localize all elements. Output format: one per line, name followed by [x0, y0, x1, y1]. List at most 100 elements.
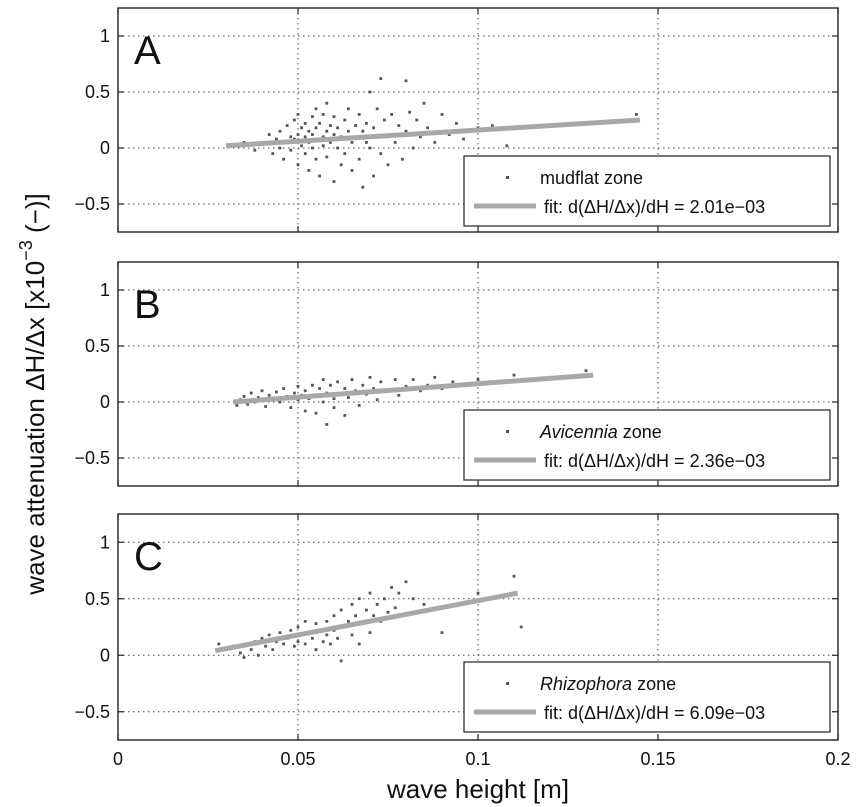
y-tick-label: 0	[100, 645, 110, 665]
y-tick-label: 0	[100, 392, 110, 412]
data-point	[368, 146, 372, 150]
data-point	[361, 185, 365, 189]
data-point	[343, 152, 347, 155]
data-point	[336, 126, 339, 130]
data-point	[350, 169, 354, 172]
legend-series-name: Rhizophora	[540, 674, 632, 694]
data-point	[361, 383, 365, 387]
data-point	[411, 146, 415, 150]
data-point	[321, 113, 325, 116]
data-point	[296, 163, 300, 167]
fit-line	[225, 117, 641, 149]
data-point	[332, 614, 336, 618]
data-point	[408, 110, 411, 114]
data-point	[325, 101, 329, 105]
x-tick-label: 0	[113, 749, 123, 769]
data-point	[350, 141, 354, 144]
data-point	[257, 396, 260, 399]
data-point	[239, 651, 242, 655]
data-point	[282, 642, 285, 646]
data-point	[267, 393, 271, 397]
data-point	[296, 625, 300, 629]
data-point	[393, 141, 397, 144]
data-point	[447, 133, 451, 136]
plot-frame	[117, 261, 839, 487]
data-point	[300, 126, 303, 130]
data-point	[433, 141, 437, 144]
data-point	[379, 152, 383, 155]
data-point	[386, 163, 390, 167]
data-point	[372, 126, 375, 130]
data-point	[296, 113, 300, 116]
legend-series-suffix: zone	[618, 422, 662, 442]
data-point	[397, 124, 401, 127]
data-point	[329, 124, 332, 127]
data-point	[375, 398, 379, 402]
legend-series-suffix: zone	[632, 674, 676, 694]
x-tick-label: 0.2	[825, 749, 850, 769]
legend: Avicennia zone fit: d(ΔH/Δx)/dH = 2.36e−0…	[463, 409, 831, 481]
data-point	[635, 113, 638, 116]
data-point	[282, 387, 285, 390]
data-point	[372, 387, 375, 390]
data-point	[372, 614, 375, 618]
data-point	[404, 580, 408, 584]
data-point	[249, 391, 253, 395]
data-point	[314, 411, 318, 415]
legend-series-label: Avicennia zone	[539, 422, 662, 442]
data-point	[365, 608, 368, 612]
data-point	[368, 375, 372, 379]
legend-marker	[506, 682, 509, 685]
data-point	[462, 137, 465, 141]
data-point	[278, 631, 282, 635]
data-point	[584, 369, 588, 373]
data-point	[293, 118, 296, 122]
data-point	[267, 633, 271, 637]
data-point	[275, 640, 278, 644]
data-point	[422, 603, 426, 606]
data-point	[282, 157, 285, 161]
data-point	[332, 115, 336, 119]
data-point	[296, 398, 300, 402]
data-point	[440, 631, 444, 635]
y-tick-label: 1	[100, 26, 110, 46]
data-point	[357, 403, 361, 407]
data-point	[314, 622, 318, 626]
y-tick-label: 0.5	[85, 589, 110, 609]
data-point	[339, 659, 343, 663]
data-point	[242, 656, 246, 659]
y-tick-label: 0	[100, 138, 110, 158]
data-point	[451, 380, 455, 384]
data-point	[350, 378, 354, 381]
y-tick-label: 1	[100, 532, 110, 552]
data-point	[375, 107, 379, 111]
data-point	[419, 135, 422, 139]
panel-letter: A	[134, 29, 161, 73]
data-point	[303, 409, 307, 413]
data-point	[278, 146, 282, 150]
data-point	[311, 115, 314, 119]
data-point	[307, 129, 311, 133]
data-point	[321, 378, 325, 381]
data-point	[386, 610, 390, 614]
data-point	[332, 133, 336, 136]
data-point	[365, 121, 368, 125]
data-point	[411, 597, 415, 601]
legend-series-name: Avicennia	[539, 422, 618, 442]
data-point	[275, 390, 278, 394]
legend-series-label: Rhizophora zone	[540, 674, 676, 694]
data-point	[397, 393, 401, 397]
data-point	[289, 148, 293, 152]
data-point	[476, 591, 480, 595]
data-point	[393, 606, 397, 610]
data-point	[368, 591, 372, 595]
data-point	[246, 402, 249, 406]
data-point	[285, 124, 289, 127]
fit-line	[214, 590, 519, 654]
data-point	[329, 642, 332, 646]
data-point	[339, 163, 343, 167]
legend-series-suffix: zone	[599, 168, 643, 188]
data-point	[455, 121, 458, 125]
data-point	[415, 118, 419, 122]
data-point	[332, 406, 336, 409]
